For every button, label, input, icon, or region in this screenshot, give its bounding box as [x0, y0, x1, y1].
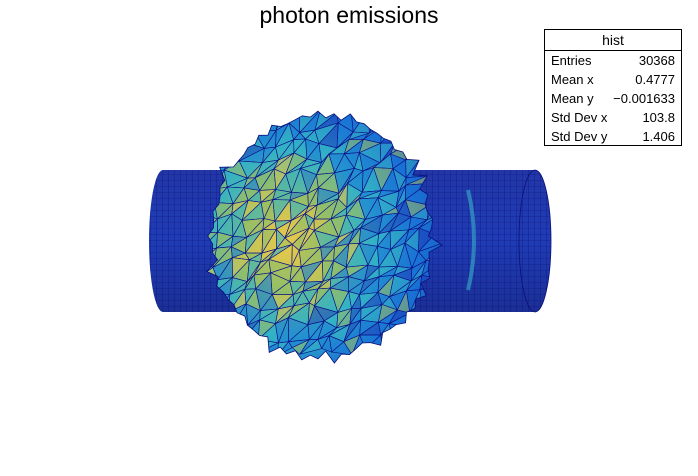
chart-title: photon emissions [259, 2, 439, 28]
photon-emission-sphere [206, 110, 444, 364]
surface-facet [215, 311, 232, 329]
surface-facet [218, 339, 229, 349]
stats-row-std-dev-x: Std Dev x 103.8 [545, 108, 681, 127]
surface-facet [393, 126, 414, 144]
surface-facet [206, 140, 217, 161]
stats-value: 0.4777 [635, 72, 675, 87]
surface-facet [227, 324, 249, 340]
stats-title: hist [545, 30, 681, 51]
stats-row-entries: Entries 30368 [545, 51, 681, 70]
surface-facet [420, 116, 443, 129]
surface-facet [206, 317, 217, 337]
surface-facet [215, 310, 231, 319]
surface-facet [206, 140, 218, 162]
surface-facet [225, 124, 242, 143]
surface-facet [213, 113, 226, 131]
stats-row-std-dev-y: Std Dev y 1.406 [545, 127, 681, 146]
surface-facet [388, 323, 413, 335]
stats-value: 1.406 [642, 129, 675, 144]
surface-facet [206, 129, 217, 145]
surface-facet [419, 341, 442, 353]
surface-facet [404, 137, 428, 161]
surface-facet [208, 327, 232, 340]
stats-key: Mean y [551, 91, 594, 106]
surface-facet [391, 326, 413, 337]
surface-facet [225, 116, 249, 130]
surface-facet [210, 141, 232, 158]
surface-facet [380, 333, 392, 359]
surface-facet [405, 340, 426, 358]
surface-facet [420, 126, 443, 139]
surface-facet [368, 116, 383, 134]
surface-facet [206, 113, 216, 134]
surface-facet [240, 128, 255, 142]
surface-facet [418, 320, 441, 342]
stats-key: Mean x [551, 72, 594, 87]
surface-facet [367, 111, 378, 135]
surface-facet [227, 324, 248, 341]
surface-facet [230, 140, 241, 162]
surface-facet [390, 126, 415, 144]
surface-facet [405, 137, 428, 161]
surface-facet [248, 339, 259, 354]
surface-facet [206, 310, 218, 326]
surface-facet [208, 336, 229, 349]
surface-facet [381, 111, 392, 131]
surface-facet [253, 111, 278, 132]
surface-facet [239, 116, 265, 132]
surface-facet [206, 317, 217, 337]
surface-facet [411, 320, 426, 342]
surface-facet [208, 317, 232, 338]
surface-facet [224, 117, 249, 126]
surface-facet [383, 334, 396, 359]
stats-row-mean-x: Mean x 0.4777 [545, 70, 681, 89]
surface-facet [420, 340, 435, 352]
surface-facet [411, 320, 420, 337]
surface-facet [411, 126, 422, 142]
surface-facet [216, 124, 232, 143]
stats-value: −0.001633 [613, 91, 675, 106]
surface-facet [420, 117, 435, 128]
surface-facet [230, 127, 242, 143]
surface-facet [255, 342, 279, 356]
surface-facet [206, 111, 215, 135]
surface-facet [211, 140, 233, 156]
surface-facet [420, 137, 438, 159]
surface-facet [214, 124, 228, 143]
surface-facet [206, 129, 216, 145]
stats-row-mean-y: Mean y −0.001633 [545, 89, 681, 108]
surface-facet [404, 335, 426, 359]
surface-facet [206, 335, 220, 357]
surface-facet [424, 321, 441, 342]
surface-facet [390, 117, 414, 131]
surface-facet [206, 335, 210, 358]
stats-value: 30368 [638, 53, 675, 68]
surface-facet [377, 112, 391, 128]
surface-facet [402, 117, 427, 128]
stats-key: Std Dev x [551, 110, 608, 125]
surface-facet [391, 333, 413, 357]
surface-facet [230, 140, 242, 158]
surface-facet [380, 129, 396, 144]
stats-box: hist Entries 30368 Mean x 0.4777 Mean y … [544, 29, 682, 146]
surface-facet [411, 126, 428, 142]
stats-key: Entries [551, 53, 592, 68]
surface-facet [389, 112, 405, 132]
surface-facet [394, 335, 413, 358]
surface-facet [426, 127, 443, 144]
surface-facet [420, 143, 443, 158]
surface-facet [412, 117, 426, 128]
surface-facet [239, 116, 264, 130]
surface-facet [224, 338, 245, 349]
stats-value: 103.8 [642, 110, 675, 125]
surface-facet [243, 338, 259, 354]
surface-facet [224, 338, 250, 354]
surface-facet [214, 116, 227, 131]
stats-key: Std Dev y [551, 129, 608, 144]
